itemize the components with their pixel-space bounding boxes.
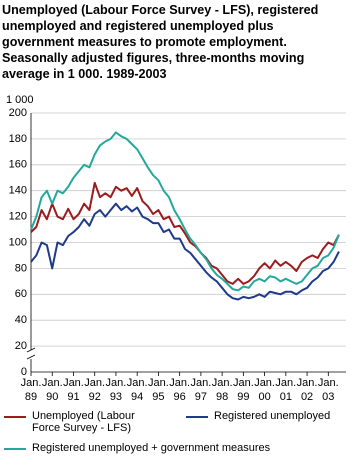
y-tick-label: 100 — [9, 236, 27, 248]
x-tick-label: Jan. — [275, 377, 296, 389]
legend-label: Registered unemployed + government measu… — [32, 442, 271, 454]
x-tick-label: 98 — [216, 391, 228, 403]
chart-title: Seasonally adjusted figures, three-month… — [2, 51, 304, 65]
x-tick-label: 00 — [258, 391, 270, 403]
x-tick-label: 93 — [110, 391, 122, 403]
x-tick-label: 92 — [89, 391, 101, 403]
x-tick-label: Jan. — [212, 377, 233, 389]
x-tick-label: 03 — [322, 391, 334, 403]
series-line — [30, 131, 340, 292]
x-tick-label: Jan. — [297, 377, 318, 389]
x-tick-label: Jan. — [21, 377, 42, 389]
chart-title: government measures to promote employmen… — [2, 35, 287, 49]
x-tick-label: Jan. — [106, 377, 127, 389]
y-tick-label: 140 — [9, 185, 27, 197]
axis-break-gap — [27, 350, 35, 359]
y-tick-label: 160 — [9, 159, 27, 171]
y-tick-label: 200 — [9, 107, 27, 119]
x-tick-label: Jan. — [233, 377, 254, 389]
series-line — [30, 181, 340, 285]
chart-title: unemployed and registered unemployed plu… — [2, 19, 274, 33]
y-tick-label: 40 — [15, 314, 27, 326]
x-tick-label: 99 — [237, 391, 249, 403]
x-tick-label: 96 — [174, 391, 186, 403]
chart-title: average in 1 000. 1989-2003 — [2, 67, 167, 81]
legend-label: Unemployed (Labour Force Survey - LFS) — [32, 410, 135, 434]
x-tick-label: 95 — [152, 391, 164, 403]
x-tick-label: 94 — [131, 391, 143, 403]
x-tick-label: 02 — [301, 391, 313, 403]
x-tick-label: Jan. — [148, 377, 169, 389]
x-tick-label: Jan. — [127, 377, 148, 389]
x-tick-label: 91 — [67, 391, 79, 403]
legend-item: Registered unemployed — [186, 410, 356, 422]
y-tick-label: 80 — [15, 262, 27, 274]
y-tick-label: 20 — [15, 340, 27, 352]
x-tick-label: 89 — [25, 391, 37, 403]
x-tick-label: Jan. — [190, 377, 211, 389]
series-line — [30, 202, 340, 301]
axis-break — [26, 347, 36, 360]
x-tick-label: Jan. — [63, 377, 84, 389]
legend-item: Registered unemployed + government measu… — [4, 442, 324, 454]
y-tick-label: 120 — [9, 211, 27, 223]
legend-label: Registered unemployed — [214, 410, 331, 422]
legend-swatch — [4, 416, 26, 418]
y-tick-label: 60 — [15, 288, 27, 300]
x-tick-label: 90 — [46, 391, 58, 403]
x-tick-label: 97 — [195, 391, 207, 403]
legend-swatch — [186, 416, 208, 418]
x-tick-label: Jan. — [42, 377, 63, 389]
x-tick-label: 01 — [280, 391, 292, 403]
chart-title: Unemployed (Labour Force Survey - LFS), … — [2, 3, 318, 17]
y-tick-label: 0 — [21, 366, 27, 378]
x-tick-label: Jan. — [84, 377, 105, 389]
x-tick-label: Jan. — [318, 377, 339, 389]
legend-swatch — [4, 448, 26, 450]
legend-item: Unemployed (Labour Force Survey - LFS) — [4, 410, 154, 434]
y-tick-label: 180 — [9, 133, 27, 145]
x-tick-label: Jan. — [254, 377, 275, 389]
y-axis-label: 1 000 — [6, 94, 34, 106]
x-tick-label: Jan. — [169, 377, 190, 389]
